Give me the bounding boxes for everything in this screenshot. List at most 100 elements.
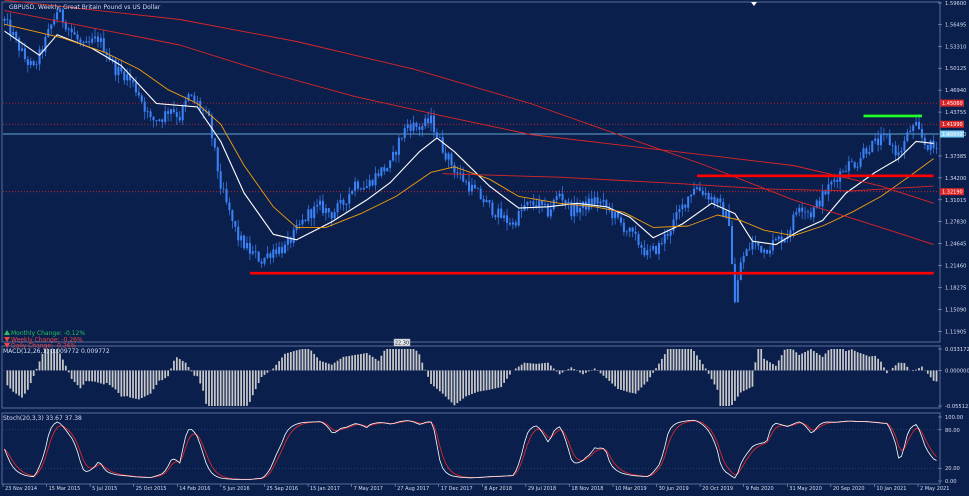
candle-body bbox=[809, 212, 812, 218]
candle-body bbox=[909, 130, 912, 133]
candle-body bbox=[321, 200, 324, 214]
x-tick-label: 15 Jan 2017 bbox=[310, 486, 340, 492]
shift-marker-icon[interactable] bbox=[751, 2, 757, 6]
candle-body bbox=[453, 165, 456, 173]
candle-body bbox=[774, 238, 777, 241]
candle-body bbox=[456, 172, 459, 174]
x-tick-label: 25 Oct 2015 bbox=[136, 486, 167, 492]
candle-body bbox=[917, 121, 921, 130]
x-tick-label: 5 Jun 2016 bbox=[223, 486, 250, 492]
macd-pane-frame bbox=[1, 345, 941, 409]
candle-body bbox=[850, 161, 853, 163]
candle-body bbox=[47, 28, 50, 37]
candle-body bbox=[333, 212, 336, 219]
candle-body bbox=[339, 199, 342, 204]
candle-body bbox=[409, 124, 412, 131]
candle-body bbox=[438, 137, 441, 138]
y-tick-label: 1.15090 bbox=[945, 307, 966, 313]
monthly-change: Monthly Change: -0.12% bbox=[11, 330, 85, 337]
candle-body bbox=[169, 109, 173, 114]
level-tag-label: 1.45060 bbox=[942, 101, 963, 107]
candle-body bbox=[275, 249, 278, 254]
candle-body bbox=[497, 208, 500, 218]
candle-body bbox=[672, 219, 675, 231]
candle-body bbox=[593, 197, 596, 205]
candle-body bbox=[622, 222, 625, 232]
candle-body bbox=[175, 112, 178, 117]
x-tick-label: 27 Aug 2017 bbox=[397, 486, 429, 492]
candle-body bbox=[397, 137, 400, 155]
candle-body bbox=[459, 172, 462, 174]
candle-body bbox=[432, 115, 435, 133]
candle-body bbox=[655, 246, 658, 254]
candle-body bbox=[108, 55, 111, 60]
level-tag bbox=[940, 188, 964, 196]
scroll-badge[interactable] bbox=[393, 338, 411, 347]
y-tick-label: 20.00 bbox=[945, 466, 960, 472]
candle-body bbox=[771, 240, 774, 251]
level-tag bbox=[940, 120, 964, 128]
candle-body bbox=[900, 150, 903, 153]
candle-body bbox=[520, 210, 523, 212]
candle-body bbox=[494, 215, 497, 218]
candle-body bbox=[356, 181, 360, 189]
candle-body bbox=[61, 9, 64, 23]
y-tick-label: 1.11905 bbox=[945, 329, 966, 335]
candle-body bbox=[178, 116, 181, 121]
candle-body bbox=[766, 249, 769, 254]
candle-body bbox=[885, 134, 888, 136]
candle-body bbox=[666, 234, 669, 236]
candle-body bbox=[926, 145, 929, 150]
y-tick-label: 0.033172 bbox=[945, 347, 969, 353]
candle-body bbox=[319, 200, 322, 205]
candle-body bbox=[827, 184, 830, 195]
candle-body bbox=[254, 251, 257, 253]
candle-body bbox=[23, 48, 26, 60]
candle-body bbox=[730, 226, 734, 265]
candle-body bbox=[18, 38, 21, 51]
candle-body bbox=[844, 171, 847, 172]
y-tick-label: 1.27830 bbox=[945, 220, 966, 226]
candle-body bbox=[862, 148, 865, 159]
candle-body bbox=[798, 207, 801, 213]
candle-body bbox=[76, 34, 79, 40]
y-tick-label: 1.18275 bbox=[945, 285, 966, 291]
candle-body bbox=[745, 249, 748, 256]
candle-body bbox=[292, 229, 295, 243]
candle-body bbox=[932, 140, 935, 148]
candle-body bbox=[73, 32, 76, 35]
candle-body bbox=[53, 19, 56, 25]
candle-body bbox=[935, 147, 938, 149]
candle-body bbox=[310, 209, 313, 219]
candle-body bbox=[164, 111, 167, 122]
x-tick-label: 20 Sep 2020 bbox=[833, 486, 865, 492]
x-tick-label: 10 Mar 2019 bbox=[615, 486, 647, 492]
candle-body bbox=[9, 19, 12, 36]
candle-body bbox=[330, 212, 333, 219]
candle-body bbox=[815, 200, 818, 208]
candle-body bbox=[96, 36, 99, 42]
candle-body bbox=[199, 101, 202, 110]
candle-body bbox=[640, 244, 643, 248]
candle-body bbox=[143, 101, 146, 112]
moving-average-line bbox=[4, 30, 934, 246]
candle-body bbox=[479, 188, 482, 199]
candle-body bbox=[476, 188, 479, 190]
candle-body bbox=[129, 74, 132, 81]
candle-body bbox=[508, 222, 511, 225]
candle-body bbox=[283, 244, 286, 254]
y-tick-label: 80.00 bbox=[945, 428, 960, 434]
candle-body bbox=[365, 186, 368, 188]
candle-body bbox=[725, 211, 728, 217]
candle-body bbox=[517, 211, 520, 226]
candle-body bbox=[345, 203, 348, 205]
candle-body bbox=[117, 66, 120, 76]
candle-body bbox=[631, 227, 634, 232]
candle-body bbox=[155, 120, 158, 121]
y-tick-label: 1.59600 bbox=[945, 1, 966, 7]
x-tick-label: 15 Mar 2015 bbox=[49, 486, 81, 492]
candle-body bbox=[713, 196, 716, 204]
y-tick-label: 1.21460 bbox=[945, 264, 966, 270]
candle-body bbox=[710, 196, 713, 200]
